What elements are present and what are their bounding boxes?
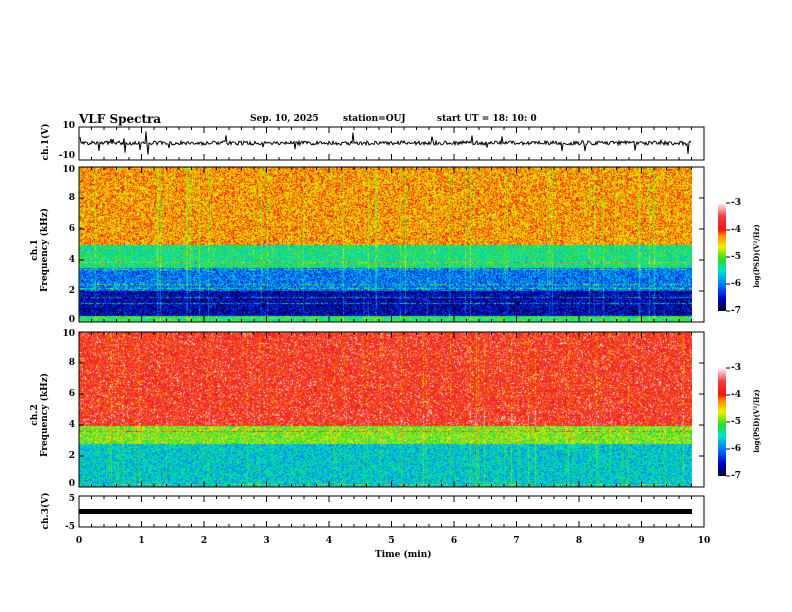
ch1-spec-frame <box>78 166 705 323</box>
figure-title: VLF Spectra <box>79 112 162 126</box>
ch1-spectrogram-image <box>79 167 692 322</box>
y-tick-label: 10 <box>62 120 75 131</box>
y-tick-label: 6 <box>68 223 75 234</box>
ch1-colorbar <box>718 203 726 311</box>
ch1-spec-ylabel: ch.1 Frequency (kHz) <box>30 200 50 300</box>
y-tick-label: 6 <box>68 388 75 399</box>
y-tick-label: 10 <box>62 164 75 175</box>
x-tick-label: 1 <box>138 535 145 546</box>
ch1-spec-ylabel-main: Frequency (kHz) <box>40 208 50 293</box>
ch1-colorbar-label: log(PSD)(V²/Hz) <box>752 224 761 288</box>
station-label: station=OUJ <box>343 114 406 124</box>
start-time-label: start UT = 18: 10: 0 <box>437 114 537 124</box>
x-tick-label: 7 <box>513 535 520 546</box>
ch2-spec-ylabel-main: Frequency (kHz) <box>40 373 50 458</box>
x-tick-label: 9 <box>638 535 645 546</box>
colorbar-tick-label: -4 <box>731 389 741 400</box>
colorbar-tick-label: -5 <box>731 416 741 427</box>
colorbar-tick-label: -3 <box>731 197 741 208</box>
y-tick-label: 4 <box>68 254 75 265</box>
y-tick-label: 4 <box>68 419 75 430</box>
ch2-spec-frame <box>78 331 705 488</box>
y-tick-label: 0 <box>68 478 75 489</box>
y-tick-label: 0 <box>68 314 75 325</box>
colorbar-tick-label: -3 <box>731 362 741 373</box>
x-tick-label: 0 <box>75 535 83 546</box>
y-tick-label: -5 <box>65 521 75 532</box>
ch1-spec-ylabel-top: ch.1 <box>30 239 40 261</box>
colorbar-tick-label: -7 <box>731 470 741 481</box>
colorbar-tick-label: -5 <box>731 251 741 262</box>
x-tick-label: 4 <box>325 535 333 546</box>
ch2-spec-ylabel: ch.2 Frequency (kHz) <box>30 365 50 465</box>
ch2-colorbar <box>718 368 726 476</box>
colorbar-tick-label: -6 <box>731 278 741 289</box>
y-tick-label: 10 <box>62 328 75 339</box>
ch2-spectrogram-image <box>79 332 692 487</box>
date-label: Sep. 10, 2025 <box>250 114 319 124</box>
xaxis-label: Time (min) <box>375 550 432 560</box>
ch3-ylabel: ch.3(V) <box>41 492 51 530</box>
y-tick-label: 2 <box>68 285 75 296</box>
x-tick-label: 5 <box>388 535 395 546</box>
ch1-ylabel: ch.1(V) <box>41 123 51 161</box>
y-tick-label: 5 <box>68 493 75 504</box>
ch1-waveform-line <box>79 131 692 155</box>
x-tick-label: 3 <box>263 535 270 546</box>
y-tick-label: 8 <box>68 357 75 368</box>
x-tick-label: 8 <box>575 535 583 546</box>
x-tick-label: 2 <box>200 535 208 546</box>
y-tick-label: 2 <box>68 450 75 461</box>
ch2-colorbar-label: log(PSD)(V²/Hz) <box>752 389 761 453</box>
x-tick-label: 10 <box>697 535 711 546</box>
y-tick-label: -10 <box>58 150 75 161</box>
colorbar-tick-label: -6 <box>731 443 741 454</box>
colorbar-tick-label: -4 <box>731 224 741 235</box>
x-tick-label: 6 <box>450 535 458 546</box>
y-tick-label: 8 <box>68 192 75 203</box>
ch2-spec-ylabel-top: ch.2 <box>30 404 40 426</box>
colorbar-tick-label: -7 <box>731 305 741 316</box>
